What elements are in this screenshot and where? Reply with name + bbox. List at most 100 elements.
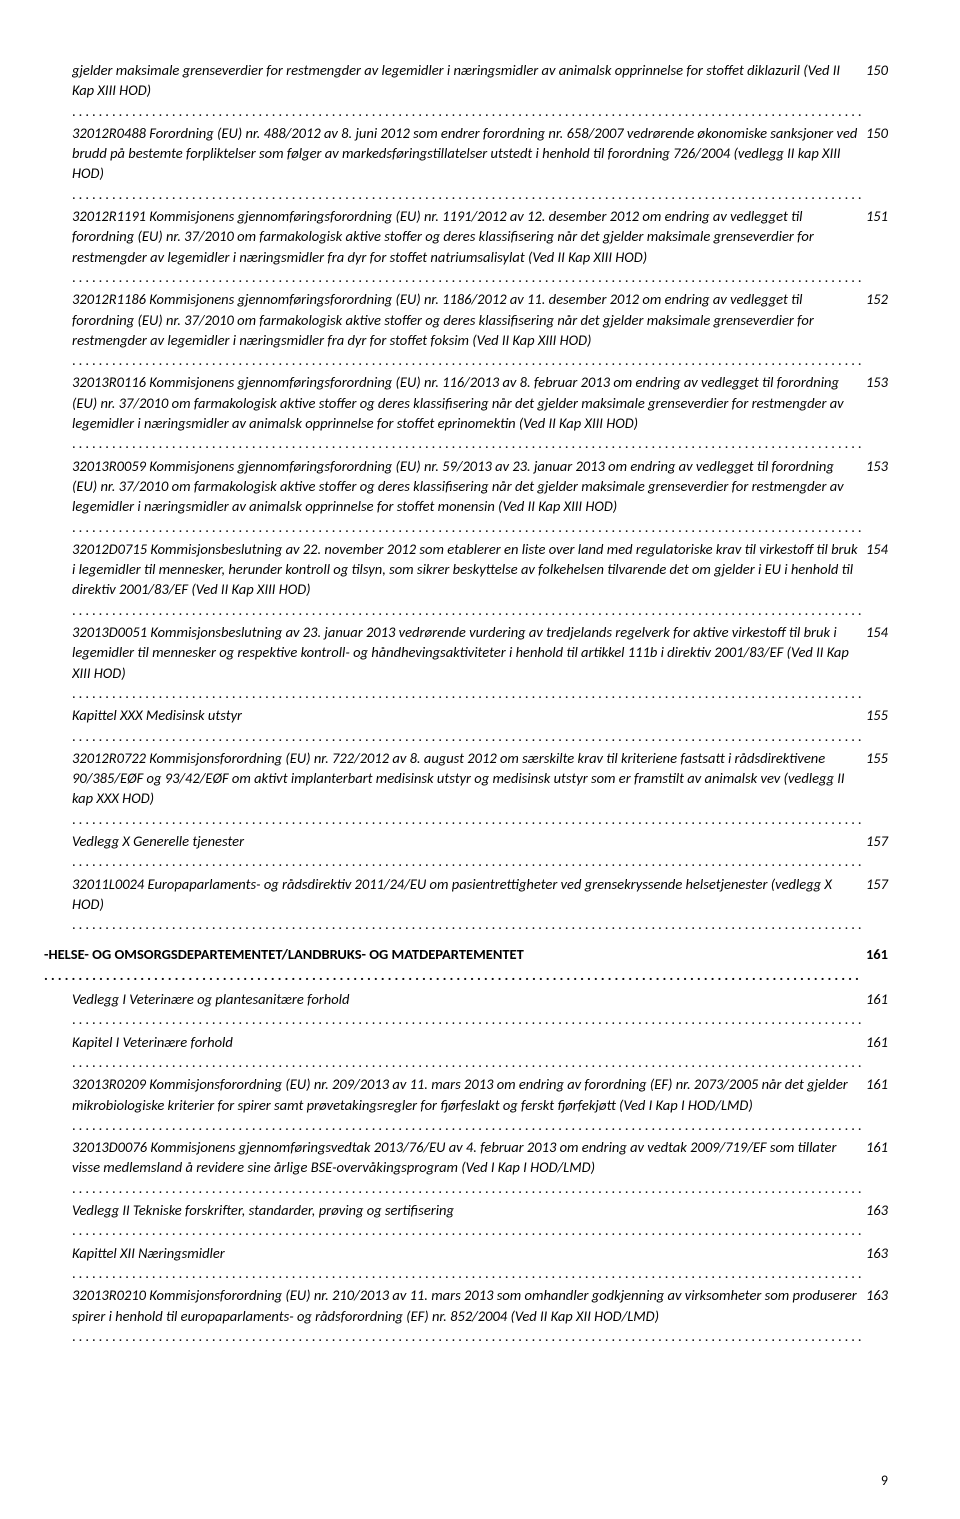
toc-entry: 163 Vedlegg II Tekniske forskrifter, stan… [72,1200,888,1241]
toc-dots: ........................................… [72,810,862,828]
toc-dots: ........................................… [72,1264,862,1282]
toc-dots: ........................................… [72,915,862,933]
toc-entry: 153 32013R0116 Kommisjonens gjennomføring… [72,372,888,453]
toc-text: 32012R1191 Kommisjonens gjennomføringsfo… [72,207,814,266]
toc-text: Vedlegg I Veterinære og plantesanitære f… [72,990,352,1008]
toc-page: 154 [862,622,888,642]
toc-body: Kapitel I Veterinære forhold ...........… [72,1032,862,1073]
toc-dots: ........................................… [72,351,862,369]
toc-entry: 161 32013D0076 Kommisjonens gjennomføring… [72,1137,888,1198]
toc-text: 32013D0076 Kommisjonens gjennomføringsve… [72,1138,836,1176]
toc-text: 32011L0024 Europaparlaments- og rådsdire… [72,875,832,913]
toc-body: 32012R0722 Kommisjonsforordning (EU) nr.… [72,748,862,829]
toc-text: 32012D0715 Kommisjonsbeslutning av 22. n… [72,540,858,599]
toc-page: 161 [862,1032,888,1052]
toc-body: 32013R0116 Kommisjonens gjennomføringsfo… [72,372,862,453]
toc-body: gjelder maksimale grenseverdier for rest… [72,60,862,121]
toc-text: Kapittel XXX Medisinsk utstyr [72,706,245,724]
toc-body: Vedlegg X Generelle tjenester ..........… [72,831,862,872]
toc-entry: 16332013R0210 Kommisjonsforordning (EU) … [72,1285,888,1346]
toc-entry: 155Kapittel XXX Medisinsk utstyr .......… [72,705,888,746]
toc-dots: ........................................… [72,102,862,120]
toc-page: 157 [862,874,888,894]
toc-dots: ........................................… [72,1179,862,1197]
toc-dots: ........................................… [72,601,862,619]
toc-page: 150 [862,60,888,80]
toc-text: 32012R0488 Forordning (EU) nr. 488/2012 … [72,124,857,183]
page-number: 9 [881,1471,888,1491]
toc-entry: 163Kapittel XII Næringsmidler ..........… [72,1243,888,1284]
toc-dots: ........................................… [72,268,862,286]
toc-text: Kapitel I Veterinære forhold [72,1033,236,1051]
toc-text: 32013D0051 Kommisjonsbeslutning av 23. j… [72,623,849,682]
toc-entry: 151 32012R1191 Kommisjonens gjennomføring… [72,206,888,287]
toc-body: 32013D0076 Kommisjonens gjennomføringsve… [72,1137,862,1198]
toc-body: Vedlegg II Tekniske forskrifter, standar… [72,1200,862,1241]
toc-page: 161 [862,989,888,1009]
toc-page: 153 [862,456,888,476]
toc-body: 32013R0059 Kommisjonens gjennomføringsfo… [72,456,862,537]
toc-text: Kapittel XII Næringsmidler [72,1244,228,1262]
toc-body: 32013R0209 Kommisjonsforordning (EU) nr.… [72,1074,862,1135]
toc-text: 32013R0210 Kommisjonsforordning (EU) nr.… [72,1286,857,1324]
toc-entry: 152 32012R1186 Kommisjonens gjennomføring… [72,289,888,370]
toc-page: 161 [862,1074,888,1094]
toc-entry: 161Kapitel I Veterinære forhold ........… [72,1032,888,1073]
toc-dots: ........................................… [72,1327,862,1345]
toc-page: 152 [862,289,888,309]
toc-page: 161 [862,1137,888,1157]
toc-dots: ........................................… [72,434,862,452]
toc-dots: ........................................… [44,966,862,984]
toc-dots: ........................................… [72,1053,862,1071]
toc-text: 32013R0116 Kommisjonens gjennomføringsfo… [72,373,844,432]
toc-text: gjelder maksimale grenseverdier for rest… [72,61,840,99]
toc-text: 32012R0722 Kommisjonsforordning (EU) nr.… [72,749,845,808]
toc-page: 153 [862,372,888,392]
toc-entry: 161 32013R0209 Kommisjonsforordning (EU) … [72,1074,888,1135]
toc-body: Kapittel XXX Medisinsk utstyr ..........… [72,705,862,746]
toc-body: 32012R1191 Kommisjonens gjennomføringsfo… [72,206,862,287]
toc-page: 161 [862,944,888,964]
toc-dots: ........................................… [72,1010,862,1028]
toc-text: 32013R0059 Kommisjonens gjennomføringsfo… [72,457,844,516]
toc-entry: 161 -HELSE- OG OMSORGSDEPARTEMENTET/LANDB… [44,944,888,985]
toc-entry: 161 Vedlegg I Veterinære og plantesanitær… [72,989,888,1030]
toc-body: 32013D0051 Kommisjonsbeslutning av 23. j… [72,622,862,703]
toc-page: 155 [862,748,888,768]
toc-body: 32012R0488 Forordning (EU) nr. 488/2012 … [72,123,862,204]
toc-dots: ........................................… [72,518,862,536]
toc-entry: 157 32011L0024 Europaparlaments- og rådsd… [72,874,888,935]
toc-dots: ........................................… [72,1221,862,1239]
toc-dots: ........................................… [72,185,862,203]
toc-dots: ........................................… [72,1116,862,1134]
toc-entry: 15032012R0488 Forordning (EU) nr. 488/20… [72,123,888,204]
toc-text: Vedlegg X Generelle tjenester [72,832,247,850]
toc-text: 32013R0209 Kommisjonsforordning (EU) nr.… [72,1075,848,1113]
table-of-contents: 150 gjelder maksimale grenseverdier for r… [72,60,888,1346]
toc-body: 32012D0715 Kommisjonsbeslutning av 22. n… [72,539,862,620]
toc-body: 32013R0210 Kommisjonsforordning (EU) nr.… [72,1285,862,1346]
toc-body: -HELSE- OG OMSORGSDEPARTEMENTET/LANDBRUK… [44,944,862,985]
toc-dots: ........................................… [72,727,862,745]
toc-entry: 157Vedlegg X Generelle tjenester .......… [72,831,888,872]
toc-page: 154 [862,539,888,559]
toc-page: 155 [862,705,888,725]
toc-page: 157 [862,831,888,851]
toc-page: 163 [862,1200,888,1220]
toc-page: 150 [862,123,888,143]
toc-page: 151 [862,206,888,226]
toc-body: 32012R1186 Kommisjonens gjennomføringsfo… [72,289,862,370]
toc-body: 32011L0024 Europaparlaments- og rådsdire… [72,874,862,935]
toc-page: 163 [862,1285,888,1305]
toc-entry: 153 32013R0059 Kommisjonens gjennomføring… [72,456,888,537]
toc-text: Vedlegg II Tekniske forskrifter, standar… [72,1201,457,1219]
toc-body: Vedlegg I Veterinære og plantesanitære f… [72,989,862,1030]
toc-text: -HELSE- OG OMSORGSDEPARTEMENTET/LANDBRUK… [44,945,527,963]
toc-body: Kapittel XII Næringsmidler .............… [72,1243,862,1284]
toc-page: 163 [862,1243,888,1263]
toc-dots: ........................................… [72,684,862,702]
toc-text: 32012R1186 Kommisjonens gjennomføringsfo… [72,290,814,349]
toc-entry: 155 32012R0722 Kommisjonsforordning (EU) … [72,748,888,829]
toc-entry: 15432012D0715 Kommisjonsbeslutning av 22… [72,539,888,620]
toc-entry: 150 gjelder maksimale grenseverdier for r… [72,60,888,121]
